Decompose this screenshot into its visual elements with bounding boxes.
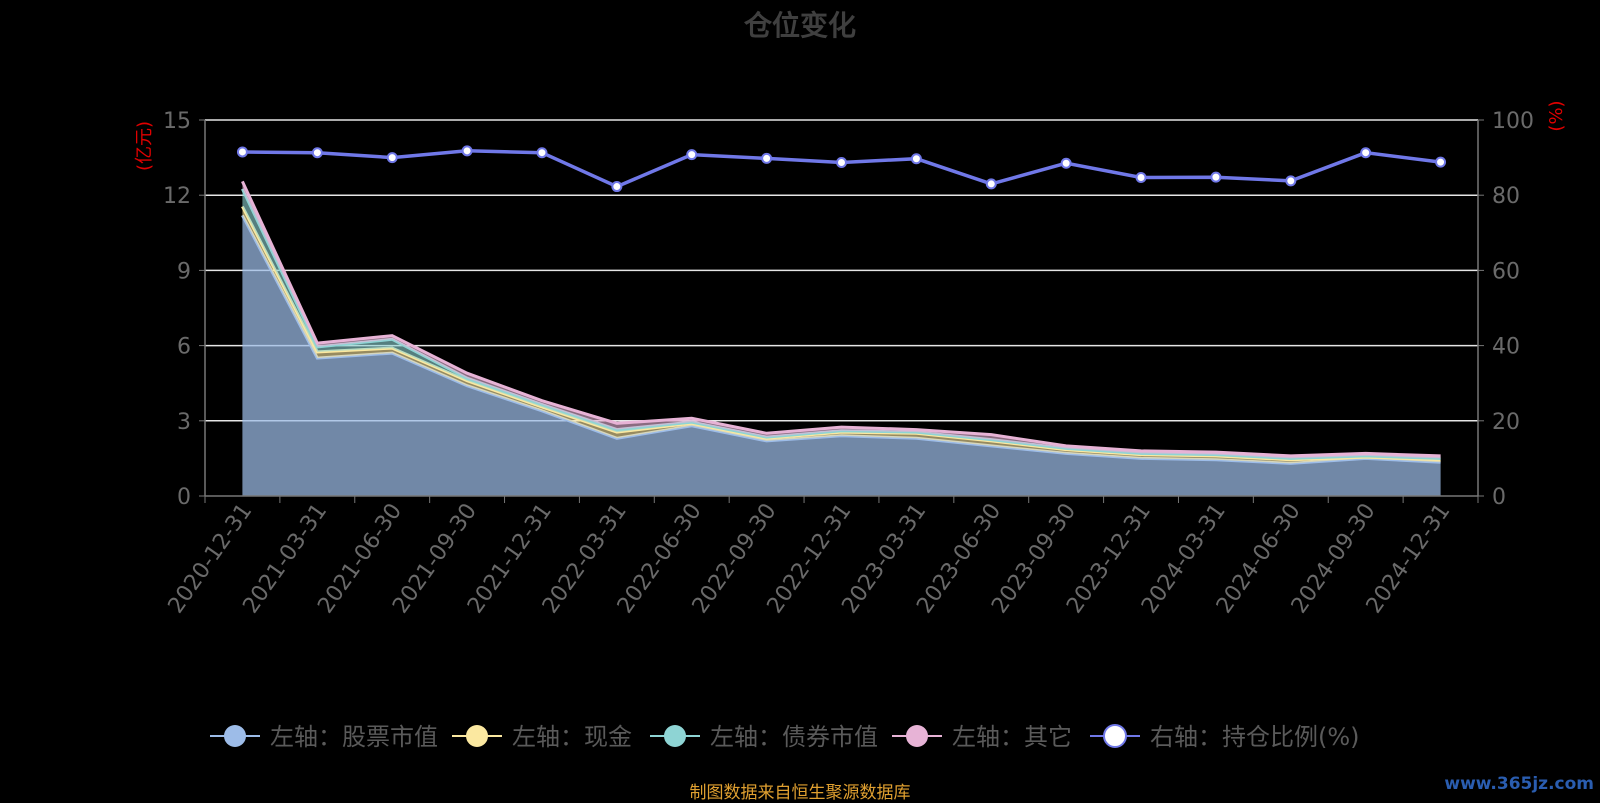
legend-label: 左轴：现金 (512, 723, 632, 751)
left-axis-tick-label: 15 (163, 109, 191, 134)
right-axis-tick-label: 100 (1492, 109, 1534, 134)
legend-item[interactable]: 右轴：持仓比例(%) (1090, 723, 1360, 751)
watermark: www.365jz.com (1444, 774, 1594, 794)
left-axis-unit: (亿元) (134, 121, 155, 171)
holding-ratio-point (1360, 147, 1372, 159)
holding-ratio-point (686, 149, 698, 161)
legend-marker (224, 725, 246, 747)
holding-ratio-point (311, 147, 323, 159)
area-0 (242, 215, 1441, 497)
right-axis-tick-label: 0 (1492, 485, 1506, 510)
holding-ratio-point (1435, 156, 1447, 168)
left-axis-tick-label: 3 (177, 410, 191, 435)
holding-ratio-point (985, 178, 997, 190)
chart-title: 仓位变化 (743, 9, 856, 42)
legend-label: 右轴：持仓比例(%) (1150, 723, 1360, 751)
left-axis-tick-label: 12 (163, 184, 191, 209)
data-source-note: 制图数据来自恒生聚源数据库 (689, 783, 911, 803)
right-axis-tick-label: 40 (1492, 335, 1520, 360)
holding-ratio-point (1060, 157, 1072, 169)
legend-label: 左轴：股票市值 (270, 723, 438, 751)
holding-ratio-point (910, 153, 922, 165)
legend-item[interactable]: 左轴：其它 (892, 723, 1072, 751)
holding-ratio-point (1285, 175, 1297, 187)
holding-ratio-point (611, 181, 623, 193)
holding-ratio-point (836, 156, 847, 168)
legend-marker (1103, 724, 1127, 748)
holding-ratio-point (1135, 172, 1147, 184)
left-axis-tick-label: 0 (177, 485, 191, 510)
legend-label: 左轴：债券市值 (710, 723, 878, 751)
legend-marker (466, 725, 488, 747)
left-axis-tick-label: 6 (177, 335, 191, 360)
right-axis-tick-label: 80 (1492, 184, 1520, 209)
right-axis-tick-label: 60 (1492, 259, 1520, 284)
legend-item[interactable]: 左轴：债券市值 (650, 723, 878, 751)
area-line-3 (241, 180, 1441, 458)
holding-ratio-point (1210, 171, 1222, 183)
holding-ratio-point (386, 152, 398, 164)
holding-ratio-point (761, 152, 773, 164)
legend-marker (906, 725, 928, 747)
legend-label: 左轴：其它 (952, 723, 1072, 751)
holding-ratio-line (242, 149, 1441, 189)
holding-ratio-point (236, 146, 248, 158)
right-axis-unit: (%) (1546, 100, 1567, 131)
legend-marker (664, 725, 686, 747)
holding-ratio-point (536, 147, 548, 159)
legend-item[interactable]: 左轴：现金 (452, 723, 632, 751)
legend-item[interactable]: 左轴：股票市值 (210, 723, 438, 751)
left-axis-tick-label: 9 (177, 259, 191, 284)
holding-ratio-point (461, 145, 473, 157)
right-axis-tick-label: 20 (1492, 410, 1520, 435)
